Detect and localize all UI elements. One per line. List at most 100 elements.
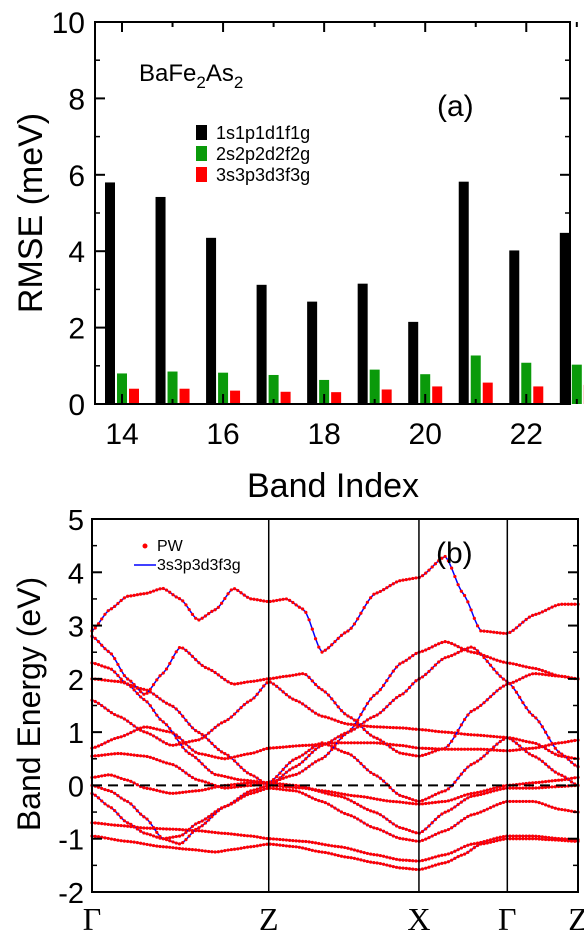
pw-point xyxy=(560,674,564,678)
pw-point xyxy=(288,774,292,778)
pw-point xyxy=(190,753,195,757)
pw-point xyxy=(382,708,386,712)
pw-point xyxy=(103,787,107,792)
pw-point xyxy=(291,844,295,849)
pw-point xyxy=(407,745,412,749)
pw-point xyxy=(343,855,347,859)
pw-point xyxy=(236,682,240,686)
pw-point xyxy=(197,826,201,830)
pw-point xyxy=(527,799,532,804)
pw-point xyxy=(569,602,574,606)
pw-point xyxy=(359,850,363,854)
pw-point xyxy=(113,736,117,741)
pw-point xyxy=(139,728,143,732)
pw-point xyxy=(301,760,305,764)
bar-2s2p2d2f2g-band-20 xyxy=(420,374,431,404)
pw-point xyxy=(446,559,450,563)
pw-point xyxy=(359,858,363,862)
pw-point xyxy=(488,695,493,699)
pw-point xyxy=(330,790,334,794)
pw-point xyxy=(518,663,522,667)
pw-point xyxy=(531,834,535,838)
pw-point xyxy=(475,759,480,763)
pw-point xyxy=(232,587,237,591)
pw-point xyxy=(216,756,220,760)
pw-point xyxy=(207,830,211,834)
pw-point xyxy=(333,639,337,644)
pw-point xyxy=(126,799,130,804)
pw-point xyxy=(122,819,126,823)
pw-point xyxy=(495,735,499,739)
pw-point xyxy=(466,796,470,800)
pw-point xyxy=(164,729,169,733)
pw-point xyxy=(365,851,369,856)
bar-3s3p3d3f3g-band-16 xyxy=(230,390,241,404)
pw-point xyxy=(420,838,425,843)
pw-point xyxy=(372,735,376,739)
panel-a-ylabel: RMSE (meV) xyxy=(12,113,50,313)
pw-point xyxy=(411,753,415,757)
pw-point xyxy=(126,732,130,736)
pw-point xyxy=(456,848,460,852)
pw-point xyxy=(333,844,337,848)
pw-point xyxy=(356,817,360,821)
pw-point xyxy=(317,799,321,803)
pw-point xyxy=(291,697,295,701)
pw-point xyxy=(119,796,123,800)
pw-point xyxy=(437,862,441,866)
pw-point xyxy=(492,839,496,844)
pw-point xyxy=(466,850,470,854)
pw-point xyxy=(220,601,224,605)
pw-point xyxy=(394,743,399,747)
pw-point xyxy=(372,860,376,865)
pw-point xyxy=(420,867,425,871)
pw-point xyxy=(145,691,149,695)
bar-2s2p2d2f2g-band-18 xyxy=(319,379,330,404)
pw-point xyxy=(158,827,162,831)
pw-point xyxy=(184,830,188,834)
pw-point xyxy=(437,559,441,563)
pw-point xyxy=(336,739,340,744)
pw-point xyxy=(278,745,282,749)
pw-point xyxy=(547,748,551,753)
pw-point xyxy=(398,858,402,862)
pw-point xyxy=(122,839,126,843)
pw-point xyxy=(446,809,450,813)
panel-b-ylabel: Band Energy (eV) xyxy=(11,577,47,831)
pw-point xyxy=(556,772,561,776)
pw-point xyxy=(317,841,321,846)
pw-point xyxy=(116,838,120,842)
pw-point xyxy=(518,695,522,699)
pw-point xyxy=(304,793,308,797)
pw-point xyxy=(466,646,470,650)
pw-point xyxy=(524,674,528,678)
pw-point xyxy=(174,791,178,795)
pw-point xyxy=(262,684,266,688)
pw-point xyxy=(181,840,185,845)
pw-point xyxy=(109,667,114,671)
pw-point xyxy=(142,754,146,758)
pw-point xyxy=(187,827,191,831)
pw-point xyxy=(252,834,256,838)
pw-point xyxy=(265,681,269,685)
pw-point xyxy=(229,715,233,719)
pw-point xyxy=(336,735,340,739)
pw-point xyxy=(440,790,444,794)
pw-point xyxy=(326,789,331,794)
pw-point xyxy=(190,654,195,658)
pw-point xyxy=(103,678,107,682)
pw-point xyxy=(148,821,152,825)
pw-point xyxy=(359,761,363,766)
pw-point xyxy=(310,848,314,852)
pw-point xyxy=(284,770,288,774)
pw-point xyxy=(349,722,353,726)
pw-point xyxy=(291,766,295,770)
pw-point xyxy=(346,855,350,859)
pw-point xyxy=(450,653,454,658)
pw-point xyxy=(378,738,382,742)
pw-point xyxy=(514,626,519,630)
pw-point xyxy=(236,709,240,713)
pw-point xyxy=(472,812,476,816)
pw-point xyxy=(433,800,438,804)
